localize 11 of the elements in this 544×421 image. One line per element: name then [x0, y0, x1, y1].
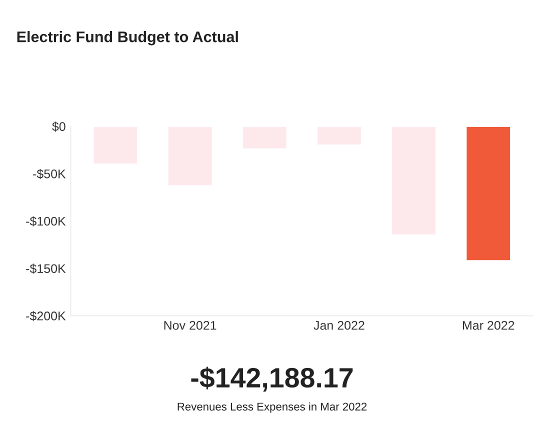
y-tick-label: -$150K	[26, 264, 66, 274]
text: -$142,188.17	[191, 366, 353, 392]
x-tick-label: Nov 2021	[164, 320, 216, 330]
text: Revenues Less Expenses in Mar 2022	[178, 402, 367, 413]
x-tick-label: Jan 2022	[314, 320, 364, 330]
x-tick-label: Mar 2022	[462, 320, 514, 330]
y-tick-label: -$50K	[33, 168, 66, 180]
y-tick-label: -$100K	[26, 216, 66, 226]
y-tick-label: -$200K	[26, 311, 66, 322]
chart-title: Electric Fund Budget to Actual	[17, 31, 238, 46]
y-tick-label: $0	[52, 122, 66, 132]
